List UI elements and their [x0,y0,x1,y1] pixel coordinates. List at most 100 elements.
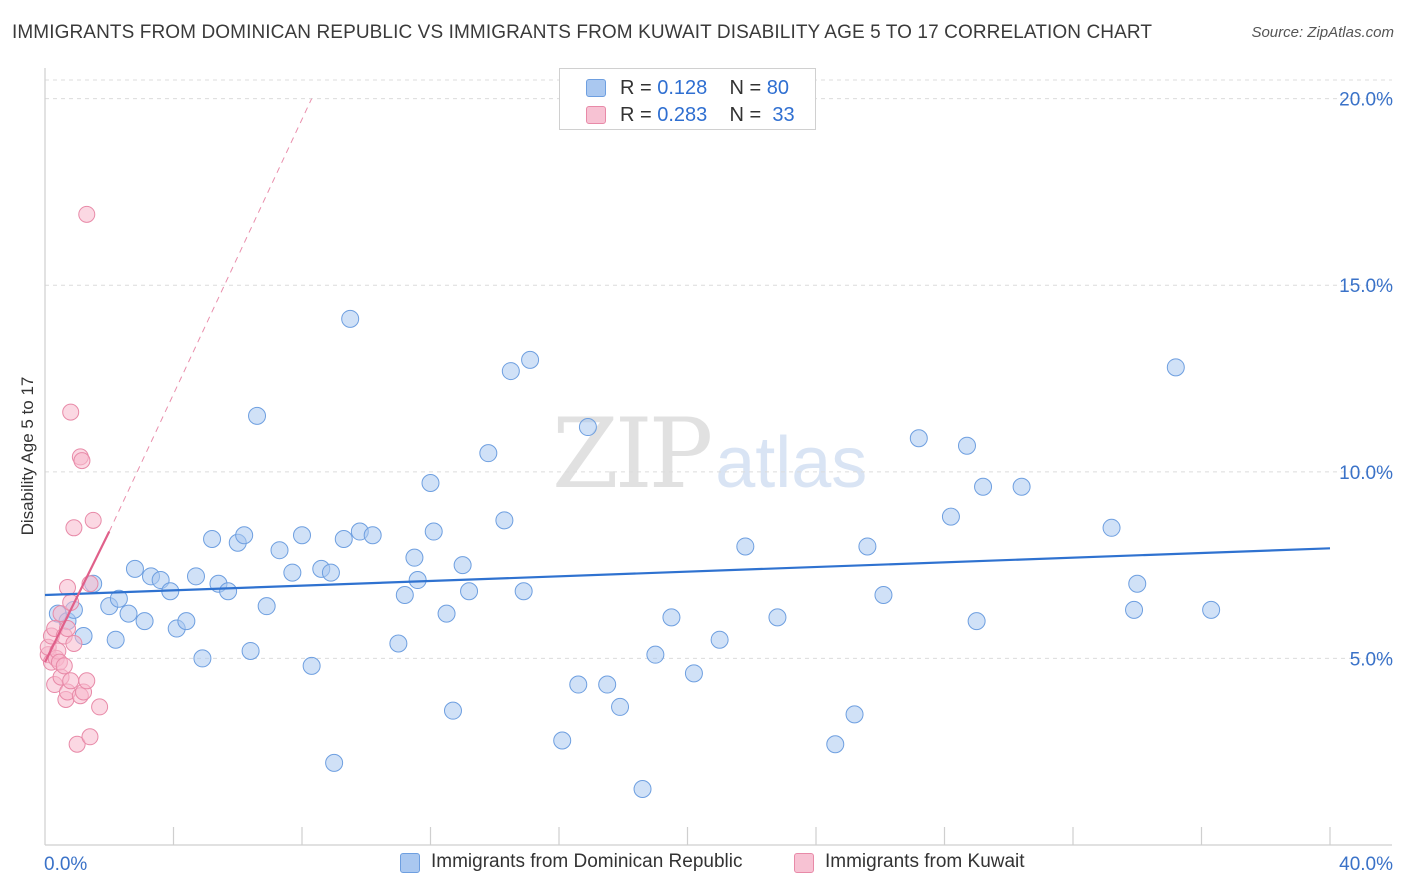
dominican-point [203,530,222,548]
dominican-point [235,526,254,545]
kuwait-point [65,634,83,652]
dominican-point [736,537,755,556]
r-value: 0.283 [657,104,708,126]
kuwait-point [62,672,80,690]
watermark-atlas: atlas [715,423,868,503]
dominican-point [270,541,289,560]
kuwait-point [65,519,83,537]
dominican-point [257,597,276,616]
dominican-point [125,559,144,578]
kuwait-point [68,735,86,753]
y-axis-title: Disability Age 5 to 17 [18,376,37,536]
x-tick-label: 40.0% [1339,854,1393,875]
dominican-point [501,362,520,381]
dominican-point [553,731,572,750]
blue-swatch [586,79,606,97]
dominican-point [569,675,588,694]
dominican-point [389,634,408,653]
dominican-point [135,612,154,631]
dominican-point [186,567,205,586]
n-label: N = [729,104,762,126]
dominican-point [341,309,360,328]
chart-title: IMMIGRANTS FROM DOMINICAN REPUBLIC VS IM… [12,22,1153,43]
kuwait-point [91,698,109,716]
n-value: 33 [772,104,795,126]
kuwait-point [62,403,80,421]
r-label: R = [620,77,652,99]
watermark: ZIPatlas [552,398,867,510]
dominican-point [858,537,877,556]
pink-swatch [794,853,814,873]
dominican-point [845,705,864,724]
r-label: R = [620,104,652,126]
dominican-point [193,649,212,668]
dominican-point [1202,600,1221,619]
dominican-trend-line [44,547,1331,597]
dominican-point [119,604,138,623]
pink-swatch [586,106,606,124]
kuwait-trend-extension [108,98,313,532]
dominican-point [363,526,382,545]
dominican-point [514,582,533,601]
stats-legend: R = 0.128 N = 80 R = 0.283 N = 33 [559,68,816,130]
dominican-point [109,589,128,608]
y-tick-label: 10.0% [1339,463,1393,484]
dominican-point [646,645,665,664]
dominican-point [283,563,302,582]
dominican-point [437,604,456,623]
source-label: Source: ZipAtlas.com [1251,24,1394,41]
dominican-point [662,608,681,627]
dominican-point [521,350,540,369]
dominican-point [325,753,344,772]
kuwait-point [78,205,96,223]
dominican-point [941,507,960,526]
kuwait-point [55,657,73,675]
dominican-point [334,530,353,548]
dominican-point [1102,518,1121,537]
dominican-point [1012,477,1031,496]
kuwait-point [78,672,96,690]
legend-label: Immigrants from Dominican Republic [431,851,743,872]
dominican-point [974,477,993,496]
dominican-point [248,406,267,425]
kuwait-trend-line [44,531,111,663]
dominican-point [424,522,443,541]
dominican-point [598,675,617,694]
dominican-point [967,612,986,631]
y-tick-label: 5.0% [1350,649,1393,670]
dominican-point [495,511,514,530]
dominican-point [578,418,597,437]
dominican-point [633,780,652,799]
dominican-point [710,630,729,649]
dominican-point [241,641,260,660]
dominican-point [405,548,424,567]
dominican-point [219,582,238,601]
legend-label: Immigrants from Kuwait [825,851,1025,872]
dominican-point [453,556,472,575]
dominican-point [957,436,976,455]
dominican-point [421,474,440,493]
y-tick-label: 20.0% [1339,90,1393,111]
dominican-point [684,664,703,683]
x-tick-label: 0.0% [44,854,87,875]
dominican-point [826,735,845,754]
dominican-point [460,582,479,601]
dominican-point [768,608,787,627]
dominican-point [909,429,928,448]
n-value: 80 [766,77,790,99]
blue-swatch [400,853,420,873]
dominican-point [302,656,321,675]
dominican-point [874,585,893,604]
kuwait-point [73,452,91,470]
y-tick-label: 15.0% [1339,276,1393,297]
dominican-point [321,563,340,582]
watermark-zip: ZIP [552,398,713,510]
dominican-point [1125,600,1144,619]
dominican-point [443,701,462,720]
dominican-point [1128,574,1147,593]
dominican-point [479,444,498,463]
dominican-point [293,526,311,545]
kuwait-point [84,511,102,529]
n-label: N = [729,77,762,99]
